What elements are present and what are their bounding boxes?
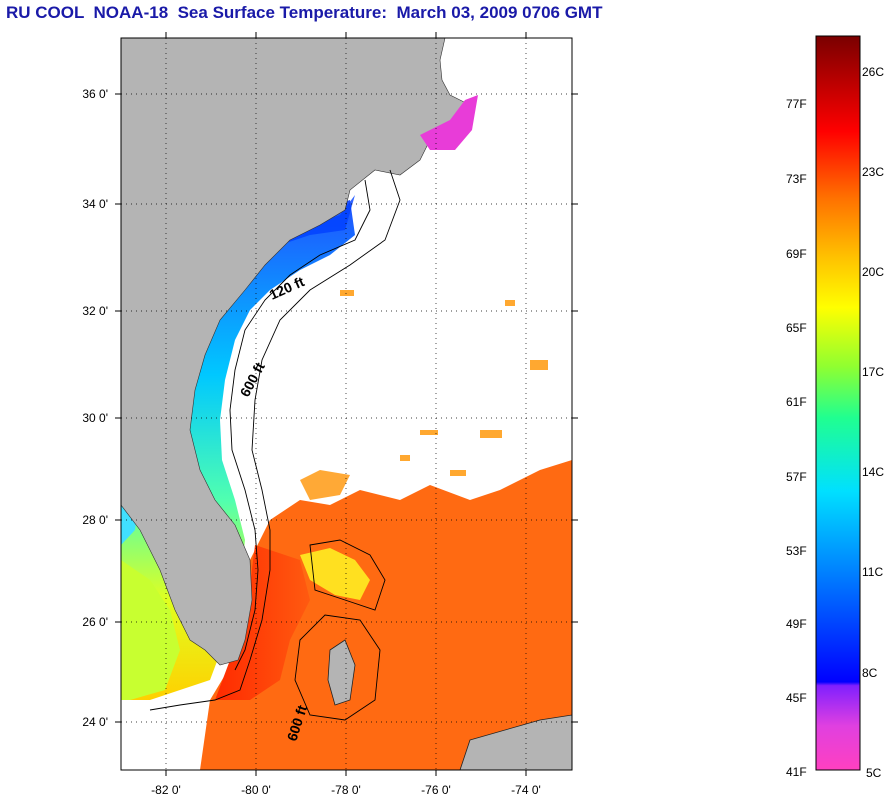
cb-label-53f: 53F	[786, 544, 807, 558]
colorbar-celsius-labels: 26C 23C 20C 17C 14C 11C 8C 5C	[862, 65, 884, 780]
cb-label-26c: 26C	[862, 65, 884, 79]
cb-label-77f: 77F	[786, 97, 807, 111]
contour-bahama-bank	[309, 539, 386, 611]
cb-label-14c: 14C	[862, 465, 884, 479]
yellow-patch	[300, 548, 370, 600]
contour-600ft	[149, 169, 401, 711]
north-orange-patch	[300, 470, 350, 500]
cb-label-23c: 23C	[862, 165, 884, 179]
lon-label-78: -78 0'	[331, 783, 361, 797]
lat-label-30: 30 0'	[82, 411, 108, 425]
cb-label-41f: 41F	[786, 765, 807, 779]
map-area: 120 ft 600 ft 600 ft	[121, 38, 572, 770]
latitude-gridlines	[121, 93, 572, 723]
gulf-stream	[215, 545, 310, 700]
contour-bahamas	[294, 614, 381, 721]
lon-label-82: -82 0'	[151, 783, 181, 797]
island-cuba-edge	[459, 714, 572, 770]
lat-label-34: 34 0'	[82, 197, 108, 211]
cb-label-65f: 65F	[786, 321, 807, 335]
cb-label-20c: 20C	[862, 265, 884, 279]
axis-ticks	[115, 32, 578, 776]
lon-label-74: -74 0'	[511, 783, 541, 797]
lat-label-28: 28 0'	[82, 513, 108, 527]
cb-label-17c: 17C	[862, 365, 884, 379]
lon-label-80: -80 0'	[241, 783, 271, 797]
cb-label-49f: 49F	[786, 617, 807, 631]
lon-label-76: -76 0'	[421, 783, 451, 797]
colorbar-fahrenheit-labels: 77F 73F 69F 65F 61F 57F 53F 49F 45F 41F	[786, 97, 807, 779]
cb-label-5c: 5C	[866, 766, 882, 780]
offshore-warm-speckles	[340, 290, 548, 476]
cb-label-8c: 8C	[862, 666, 878, 680]
warm-water-region	[200, 460, 572, 770]
lat-label-36: 36 0'	[82, 87, 108, 101]
carolina-sounds	[420, 95, 478, 150]
contour-120ft	[229, 179, 371, 671]
cb-label-11c: 11C	[862, 565, 883, 579]
longitude-gridlines	[165, 38, 527, 770]
cb-label-61f: 61F	[786, 395, 807, 409]
map-title: RU COOL NOAA-18 Sea Surface Temperature:…	[6, 3, 603, 22]
lat-label-26: 26 0'	[82, 615, 108, 629]
cb-label-69f: 69F	[786, 247, 807, 261]
cb-label-57f: 57F	[786, 470, 807, 484]
island-andros	[327, 639, 356, 706]
florida-bay-water	[121, 560, 180, 700]
lat-label-32: 32 0'	[82, 304, 108, 318]
cb-label-73f: 73F	[786, 172, 807, 186]
lat-label-24: 24 0'	[82, 715, 108, 729]
colorbar	[815, 35, 861, 771]
cb-label-45f: 45F	[786, 691, 807, 705]
